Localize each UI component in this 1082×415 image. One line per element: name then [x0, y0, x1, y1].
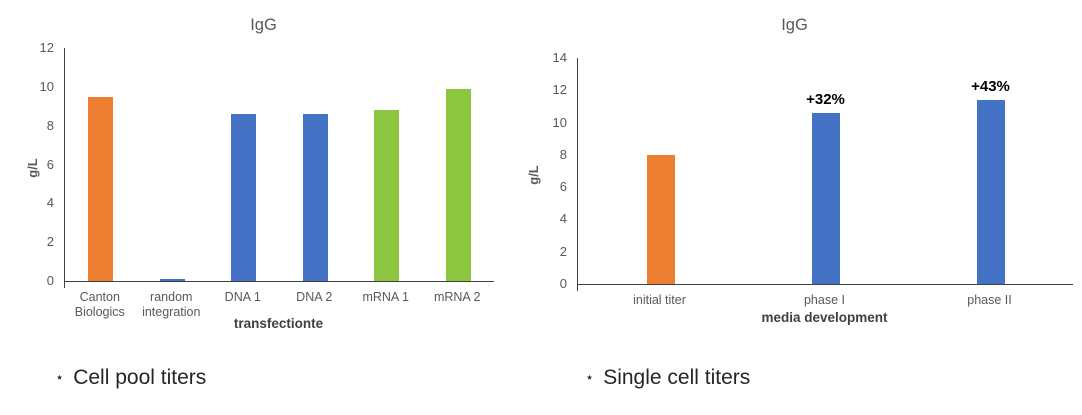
- bar-phase-i: [811, 112, 840, 284]
- x-category-label: Canton Biologics: [74, 290, 125, 319]
- y-tick-label: 2: [559, 243, 567, 259]
- x-category-label: phase I: [803, 293, 845, 307]
- plot-area: [63, 48, 494, 288]
- y-tick-label: 2: [46, 234, 54, 250]
- star-icon: ⋆: [585, 370, 595, 386]
- x-category-label: mRNA 1: [362, 290, 410, 304]
- y-tick-label: 4: [46, 195, 54, 211]
- y-tick-label: 12: [552, 82, 567, 98]
- y-tick-label: 6: [46, 156, 54, 172]
- star-icon: ⋆: [55, 370, 65, 386]
- bar-mrna-1: [374, 110, 400, 281]
- x-axis-title: transfectionte: [233, 316, 324, 331]
- y-tick-label: 8: [559, 146, 567, 162]
- bar-phase-ii: [976, 99, 1005, 284]
- bar-canton-biologics: [88, 96, 114, 281]
- caption-text: Cell pool titers: [73, 366, 207, 389]
- bar-value-label: +43%: [971, 77, 1010, 95]
- bar-initial-titer: [646, 154, 675, 284]
- caption-text: Single cell titers: [603, 366, 751, 389]
- x-category-label: DNA 1: [224, 290, 261, 304]
- bar-value-label: +32%: [806, 90, 845, 108]
- y-tick-label: 10: [552, 114, 567, 130]
- caption: ⋆ Single cell titers: [585, 366, 750, 390]
- x-category-label: phase II: [967, 293, 1012, 307]
- y-tick-label: 6: [559, 179, 567, 195]
- x-category-label: random integration: [142, 290, 201, 319]
- y-tick-label: 0: [559, 276, 567, 291]
- y-tick-label: 12: [39, 40, 54, 55]
- bar-random-integration: [159, 279, 185, 281]
- x-category-label: initial titer: [633, 293, 686, 307]
- chart-title: IgG: [781, 16, 808, 34]
- y-tick-label: 14: [552, 50, 567, 65]
- caption: ⋆ Cell pool titers: [55, 366, 206, 390]
- y-tick-label: 0: [46, 273, 54, 288]
- x-category-label: DNA 2: [296, 290, 333, 304]
- y-tick-label: 4: [559, 211, 567, 227]
- x-axis-title: media development: [761, 310, 888, 325]
- bar-mrna-2: [445, 88, 471, 281]
- chart-title: IgG: [250, 16, 277, 34]
- y-tick-label: 8: [46, 117, 54, 133]
- plot-area: +32% +43%: [576, 58, 1073, 291]
- y-tick-label: 10: [39, 78, 54, 94]
- bar-dna-1: [231, 114, 257, 281]
- x-category-label: mRNA 2: [433, 290, 481, 304]
- bar-dna-2: [302, 114, 328, 281]
